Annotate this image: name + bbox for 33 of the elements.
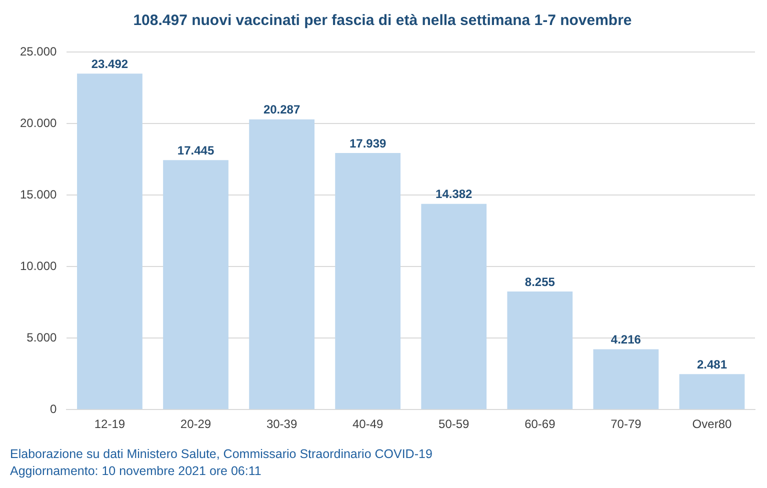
x-tick-label: 30-39 bbox=[266, 417, 298, 432]
data-label: 23.492 bbox=[91, 56, 128, 71]
y-tick-label: 25.000 bbox=[20, 44, 58, 58]
x-tick-label: 20-29 bbox=[180, 417, 212, 432]
data-label: 20.287 bbox=[263, 102, 300, 117]
bar bbox=[421, 204, 487, 410]
text: Elaborazione su dati Ministero Salute, Commissario Straordinario COVID-19 bbox=[10, 446, 432, 463]
x-tick-label: 40-49 bbox=[352, 417, 384, 432]
x-tick-label: 12-19 bbox=[94, 417, 126, 432]
bar bbox=[163, 160, 228, 410]
x-tick-label: 60-69 bbox=[524, 417, 556, 432]
text: Aggiornamento: 10 novembre 2021 ore 06:11 bbox=[10, 463, 262, 480]
y-tick-label: 20.000 bbox=[20, 116, 58, 130]
data-label: 4.216 bbox=[610, 332, 642, 347]
bar bbox=[77, 74, 142, 410]
bar bbox=[507, 292, 573, 410]
y-tick-label: 15.000 bbox=[20, 187, 58, 202]
bar bbox=[335, 153, 401, 410]
data-label: 17.939 bbox=[349, 136, 387, 150]
y-tick-label: 0 bbox=[50, 402, 58, 416]
data-label: 17.445 bbox=[177, 143, 214, 158]
y-tick-label: 10.000 bbox=[20, 258, 58, 273]
x-tick-label: 70-79 bbox=[610, 417, 642, 432]
x-tick-label: Over80 bbox=[692, 417, 732, 432]
y-tick-label: 5.000 bbox=[26, 330, 58, 344]
bar bbox=[679, 374, 745, 410]
x-tick-label: 50-59 bbox=[438, 417, 470, 432]
data-label: 8.255 bbox=[524, 274, 556, 289]
chart-title: 108.497 nuovi vaccinati per fascia di età nella settimana 1-7 novembre bbox=[133, 12, 632, 30]
bar bbox=[249, 119, 314, 410]
data-label: 2.481 bbox=[696, 357, 728, 372]
data-label: 14.382 bbox=[436, 187, 473, 202]
bar bbox=[593, 349, 659, 410]
